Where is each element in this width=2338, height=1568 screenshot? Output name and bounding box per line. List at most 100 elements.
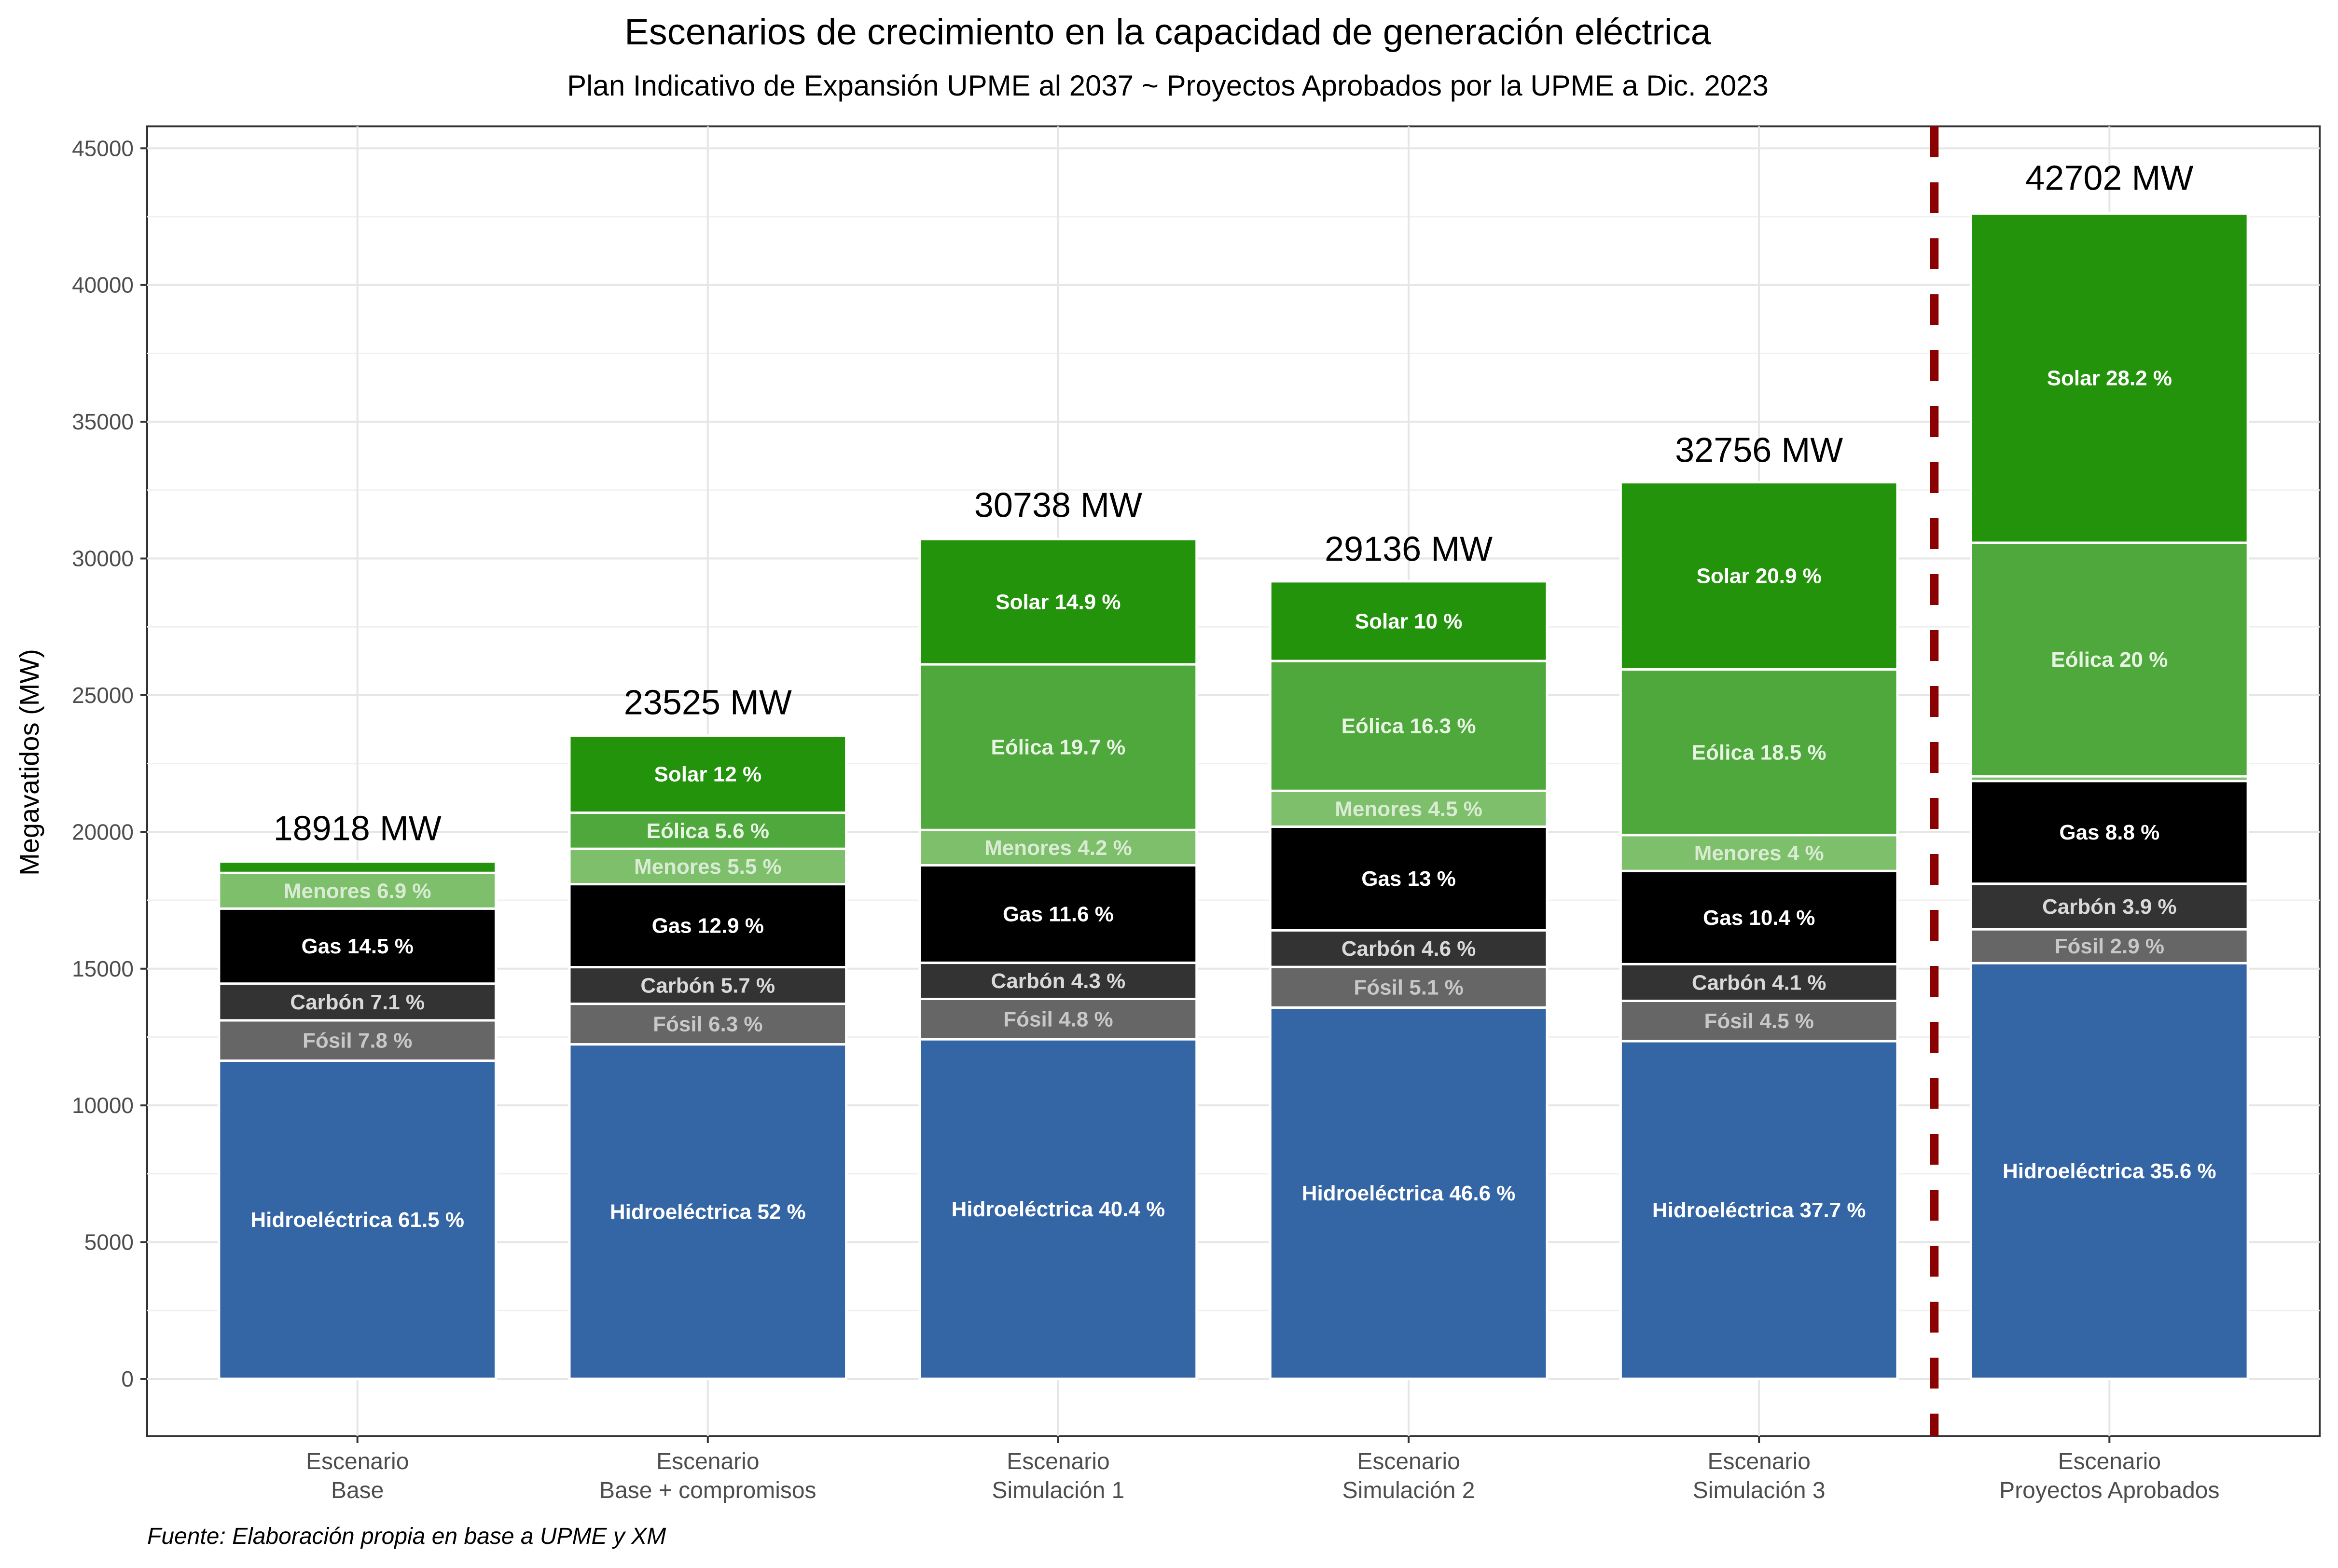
segment-label-fosil: Fósil 4.5 %	[1704, 1009, 1813, 1033]
bar-segment-menores	[568, 847, 848, 886]
y-tick-label: 30000	[72, 546, 134, 571]
segment-label-eolica: Eólica 18.5 %	[1692, 741, 1826, 764]
segment-label-solar: Solar 14.9 %	[996, 590, 1121, 614]
bar-segment-solar	[218, 860, 497, 874]
bar-segment-fosil	[1269, 965, 1549, 1009]
bar-segment-solar	[568, 734, 848, 814]
bar-segment-eolica	[568, 812, 848, 850]
bar-segment-gas	[218, 907, 497, 985]
bar-segment-hidro	[1970, 962, 2249, 1380]
segment-label-solar: Solar 12 %	[654, 763, 762, 786]
bar-total-label: 23525 MW	[624, 684, 792, 722]
y-tick-label: 20000	[72, 819, 134, 844]
segment-label-gas: Gas 11.6 %	[1003, 903, 1114, 926]
bar-segment-carbon	[218, 982, 497, 1022]
x-tick-label: Base	[331, 1478, 384, 1503]
x-axis: Escenario Base Escenario Base + compromisos…	[306, 1436, 2219, 1503]
bar-segment-fosil	[218, 1019, 497, 1062]
segment-label-fosil: Fósil 7.8 %	[303, 1029, 412, 1053]
bar-segment-carbon	[918, 962, 1198, 1000]
segment-label-solar: Solar 10 %	[1355, 609, 1463, 633]
x-tick-label: Escenario	[306, 1449, 409, 1474]
segment-label-hidro: Hidroeléctrica 40.4 %	[952, 1197, 1165, 1221]
segment-label-menores: Menores 4.5 %	[1335, 797, 1482, 821]
plot-panel	[146, 125, 2321, 1437]
bar-segment-hidro	[218, 1059, 497, 1380]
segment-label-gas: Gas 14.5 %	[301, 935, 413, 958]
y-tick-label: 40000	[72, 273, 134, 298]
chart-subtitle: Plan Indicativo de Expansión UPME al 203…	[567, 69, 1769, 102]
segment-label-gas: Gas 10.4 %	[1703, 906, 1815, 930]
y-axis-title: Megavatidos (MW)	[14, 649, 44, 876]
bar-segment-eolica	[1619, 668, 1899, 837]
segment-label-eolica: Eólica 20 %	[2051, 648, 2168, 672]
segment-label-menores: Menores 4.2 %	[984, 836, 1132, 860]
segment-label-hidro: Hidroeléctrica 35.6 %	[2003, 1159, 2216, 1183]
segment-label-solar: Solar 20.9 %	[1697, 564, 1822, 588]
segment-label-eolica: Eólica 19.7 %	[991, 736, 1126, 759]
segment-label-menores: Menores 5.5 %	[634, 855, 782, 879]
bar-total-label: 18918 MW	[274, 810, 442, 848]
bar-segment-solar	[1970, 212, 2249, 544]
bar-segment-solar	[1619, 481, 1899, 671]
bar-total-label: 32756 MW	[1675, 431, 1843, 469]
segment-label-carbon: Carbón 7.1 %	[290, 990, 425, 1014]
bar-segment-hidro	[1619, 1040, 1899, 1380]
segment-label-fosil: Fósil 6.3 %	[653, 1013, 762, 1036]
y-tick-label: 5000	[84, 1230, 134, 1255]
bar-segment-hidro	[1269, 1006, 1549, 1380]
bar-segment-fosil	[1970, 928, 2249, 964]
bar-segment-carbon	[1970, 882, 2249, 931]
segment-label-menores: Menores 6.9 %	[284, 879, 431, 903]
segment-label-gas: Gas 8.8 %	[2059, 821, 2159, 844]
gridlines	[147, 126, 2320, 1436]
bar-segment-fosil	[918, 997, 1198, 1041]
bar-total-label: 42702 MW	[2025, 159, 2193, 198]
bar-segment-solar	[1269, 580, 1549, 662]
bar-segment-solar	[918, 537, 1198, 666]
bar-total-label: 29136 MW	[1325, 530, 1493, 569]
x-tick-label: Escenario	[1007, 1449, 1109, 1474]
x-tick-label: Escenario	[1707, 1449, 1810, 1474]
segment-label-carbon: Carbón 4.1 %	[1692, 971, 1826, 994]
bar-segment-carbon	[568, 966, 848, 1005]
y-tick-label: 0	[121, 1366, 134, 1391]
bar-segment-eolica	[918, 663, 1198, 831]
x-tick-label: Simulación 1	[992, 1478, 1125, 1503]
segment-label-carbon: Carbón 5.7 %	[640, 974, 775, 998]
segment-label-hidro: Hidroeléctrica 37.7 %	[1652, 1198, 1866, 1222]
bar-segment-gas	[568, 883, 848, 969]
segment-label-menores: Menores 4 %	[1694, 841, 1824, 865]
y-tick-label: 45000	[72, 136, 134, 161]
segment-label-eolica: Eólica 5.6 %	[647, 819, 769, 843]
bar-segment-carbon	[1269, 929, 1549, 968]
chart-title: Escenarios de crecimiento en la capacida…	[624, 12, 1711, 53]
y-tick-label: 10000	[72, 1093, 134, 1118]
x-tick-label: Proyectos Aprobados	[1999, 1478, 2219, 1503]
segment-label-fosil: Fósil 5.1 %	[1354, 976, 1463, 999]
bar-segment-gas	[1619, 869, 1899, 965]
segment-label-solar: Solar 28.2 %	[2047, 367, 2172, 390]
source-caption: Fuente: Elaboración propia en base a UPM…	[147, 1524, 666, 1549]
segment-label-hidro: Hidroeléctrica 46.6 %	[1302, 1182, 1516, 1205]
x-tick-label: Escenario	[1357, 1449, 1460, 1474]
bar-segment-hidro	[918, 1038, 1198, 1380]
bar-segment-eolica	[1269, 660, 1549, 792]
bar-segment-gas	[918, 864, 1198, 964]
bar-segment-menores	[918, 828, 1198, 867]
segment-label-gas: Gas 12.9 %	[652, 914, 764, 938]
segment-label-fosil: Fósil 2.9 %	[2055, 935, 2164, 958]
y-tick-label: 35000	[72, 409, 134, 434]
y-tick-label: 15000	[72, 956, 134, 981]
bar-segment-menores	[1269, 789, 1549, 828]
x-tick-label: Simulación 2	[1342, 1478, 1475, 1503]
bar-segment-gas	[1970, 780, 2249, 885]
x-tick-label: Escenario	[2058, 1449, 2161, 1474]
segment-label-eolica: Eólica 16.3 %	[1342, 715, 1476, 738]
segment-label-hidro: Hidroeléctrica 52 %	[610, 1200, 806, 1224]
segment-labels: Hidroeléctrica 61.5 % Fósil 7.8 % Carbón 7…	[250, 126, 2216, 1436]
bar-segment-hidro	[568, 1043, 848, 1380]
segment-label-carbon: Carbón 4.3 %	[991, 969, 1126, 993]
x-tick-label: Escenario	[656, 1449, 759, 1474]
